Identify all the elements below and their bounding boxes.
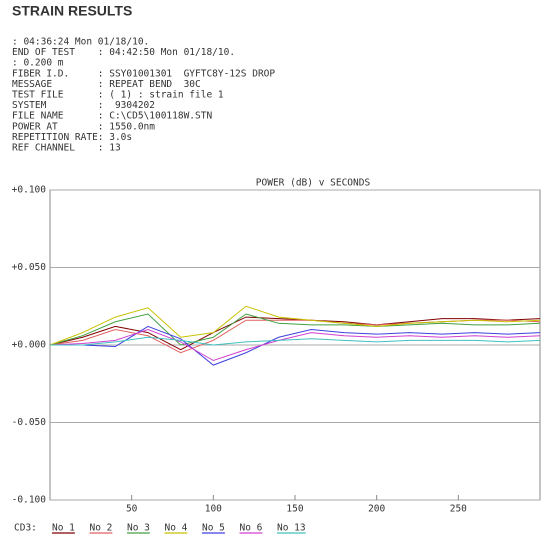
header-line: FILE NAME : C:\CD5\100118W.STN: [12, 111, 212, 122]
legend-title: CD3:: [14, 523, 37, 534]
y-tick-label: -0.050: [12, 417, 47, 428]
y-tick-label: +0.050: [12, 262, 47, 273]
y-tick-label: +0.000: [12, 340, 47, 351]
header-line: END OF TEST : 04:42:50 Mon 01/18/10.: [12, 47, 235, 58]
legend-label: No 4: [165, 523, 188, 534]
header-line: : 0.200 m: [12, 58, 64, 69]
page-title: STRAIN RESULTS: [12, 3, 132, 19]
header-line: TEST FILE : ( 1) : strain file 1: [12, 90, 224, 101]
series-line: [49, 313, 541, 346]
series-line: [49, 328, 541, 362]
legend-label: No 6: [240, 523, 263, 534]
series-line: [50, 325, 541, 366]
series-line: [49, 305, 541, 346]
header-line: REF CHANNEL : 13: [12, 143, 121, 154]
y-tick-label: -0.100: [12, 495, 47, 506]
series-line: [50, 336, 541, 346]
y-tick-label: +0.100: [12, 185, 47, 196]
header-line: MESSAGE : REPEAT BEND 30C: [12, 79, 201, 90]
header-line: POWER AT : 1550.0nm: [12, 121, 155, 132]
x-tick-label: 250: [450, 504, 467, 515]
x-tick-label: 50: [126, 504, 138, 515]
header-line: SYSTEM : 9304202: [12, 100, 155, 111]
header-line: REPETITION RATE: 3.0s: [12, 132, 132, 143]
legend-label: No 1: [52, 523, 75, 534]
legend-label: No 3: [127, 523, 150, 534]
chart-title: POWER (dB) v SECONDS: [256, 178, 371, 189]
x-tick-label: 200: [368, 504, 385, 515]
x-tick-label: 100: [205, 504, 222, 515]
legend-label: No 13: [277, 523, 306, 534]
header-line: : 04:36:24 Mon 01/18/10.: [12, 37, 149, 48]
series-line: [49, 316, 541, 351]
x-tick-label: 150: [286, 504, 303, 515]
legend-label: No 2: [90, 523, 113, 534]
legend-label: No 5: [202, 523, 225, 534]
header-line: FIBER I.D. : SSY01001301 GYFTC8Y-12S DRO…: [12, 68, 275, 79]
